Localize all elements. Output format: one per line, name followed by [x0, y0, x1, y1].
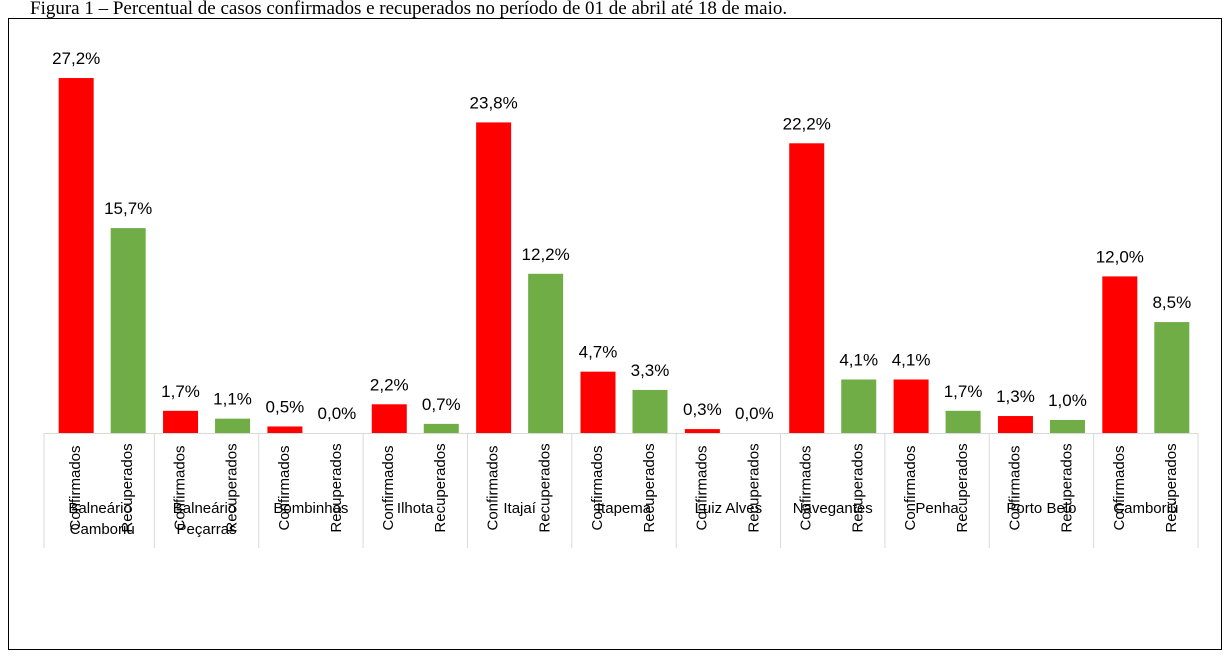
category-label: Navegantes [793, 500, 873, 517]
bar [945, 410, 981, 433]
category-label: Penha [915, 500, 959, 517]
sub-category-label: Recuperados [745, 443, 762, 532]
bar [58, 78, 94, 433]
sub-category-label: Recuperados [224, 443, 241, 532]
bar [997, 416, 1033, 433]
value-label: 4,1% [892, 350, 931, 369]
category-label: Ilhota [397, 500, 434, 517]
sub-category-label: Confirmados [798, 445, 815, 530]
sub-category-label: Confirmados [380, 445, 397, 530]
category-label: Balneário Camboriú [68, 500, 136, 538]
bar [371, 404, 407, 433]
category-label: Porto Belo [1006, 500, 1076, 517]
value-label: 1,0% [1048, 391, 1087, 410]
bar [580, 371, 616, 433]
value-label: 2,2% [370, 375, 409, 394]
value-label: 12,0% [1096, 247, 1144, 266]
sub-category-label: Recuperados [537, 443, 554, 532]
bar [110, 228, 146, 433]
value-label: 1,7% [161, 382, 200, 401]
category-label: Balneário Peçarras [173, 500, 241, 538]
chart-title: Figura 1 – Percentual de casos confirmad… [30, 0, 787, 19]
bar [1049, 419, 1085, 433]
bar [893, 379, 929, 433]
value-label: 1,1% [213, 390, 252, 409]
sub-category-label: Confirmados [485, 445, 502, 530]
bar [215, 418, 251, 433]
sub-category-label: Confirmados [172, 445, 189, 530]
value-label: 0,7% [422, 395, 461, 414]
bar [789, 143, 825, 434]
category-label: Itapema [597, 500, 652, 517]
bar [163, 410, 199, 433]
bar [476, 122, 512, 433]
value-label: 1,3% [996, 387, 1035, 406]
sub-category-label: Recuperados [328, 443, 345, 532]
sub-category-label: Recuperados [850, 443, 867, 532]
bar [1102, 276, 1138, 433]
value-label: 22,2% [783, 114, 831, 133]
sub-category-label: Recuperados [119, 443, 136, 532]
category-label: Bombinhas [273, 500, 348, 517]
bar [423, 423, 459, 433]
sub-category-label: Confirmados [589, 445, 606, 530]
chart-frame [8, 18, 1222, 650]
sub-category-label: Confirmados [693, 445, 710, 530]
sub-category-label: Recuperados [432, 443, 449, 532]
value-label: 12,2% [522, 245, 570, 264]
sub-category-label: Recuperados [641, 443, 658, 532]
category-label: Itajaí [503, 500, 536, 517]
category-label: Camboriú [1113, 500, 1178, 517]
sub-category-label: Confirmados [902, 445, 919, 530]
value-label: 3,3% [631, 361, 670, 380]
value-label: 4,7% [579, 343, 618, 362]
value-label: 1,7% [944, 382, 983, 401]
sub-category-label: Confirmados [1111, 445, 1128, 530]
value-label: 0,0% [318, 404, 357, 423]
value-label: 4,1% [839, 350, 878, 369]
bar [841, 379, 877, 433]
sub-category-label: Confirmados [1006, 445, 1023, 530]
category-label: Luiz Alves [695, 500, 763, 517]
sub-category-label: Confirmados [67, 445, 84, 530]
bar [528, 273, 564, 433]
value-label: 0,5% [266, 397, 305, 416]
value-label: 0,3% [683, 400, 722, 419]
sub-category-label: Recuperados [1163, 443, 1180, 532]
sub-category-label: Recuperados [954, 443, 971, 532]
value-label: 23,8% [470, 93, 518, 112]
value-label: 15,7% [104, 199, 152, 218]
value-label: 8,5% [1152, 293, 1191, 312]
bar [267, 426, 303, 433]
bar [632, 389, 668, 433]
bar [1154, 322, 1190, 433]
value-label: 0,0% [735, 404, 774, 423]
sub-category-label: Recuperados [1058, 443, 1075, 532]
value-label: 27,2% [52, 49, 100, 68]
sub-category-label: Confirmados [276, 445, 293, 530]
bar [684, 429, 720, 433]
